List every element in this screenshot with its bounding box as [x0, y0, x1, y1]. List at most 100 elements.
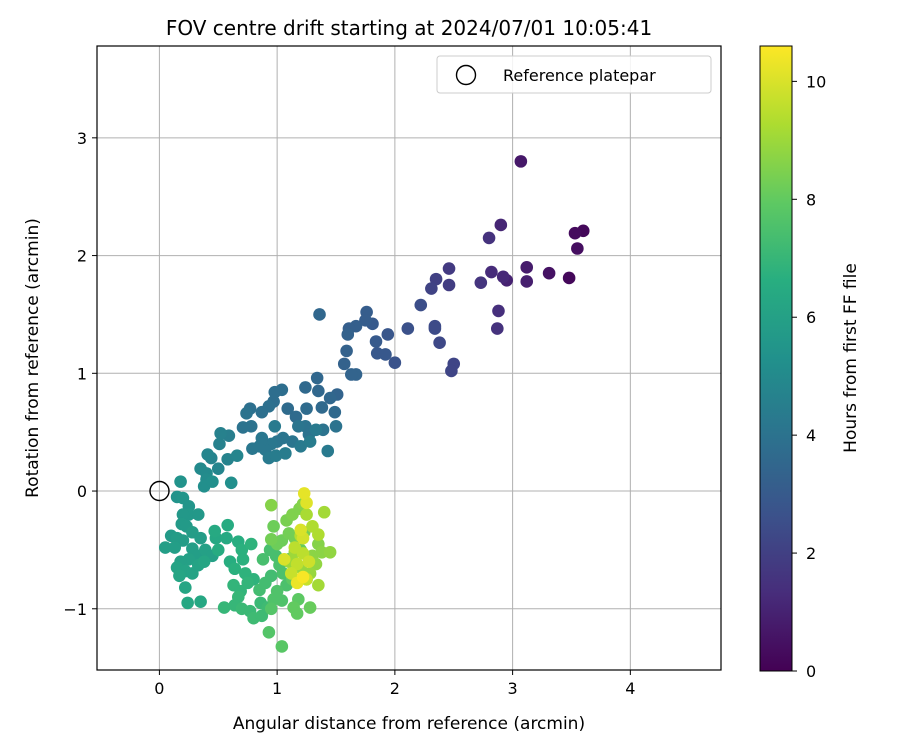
scatter-point — [267, 520, 280, 533]
y-tick-label: 1 — [77, 364, 87, 383]
scatter-point — [221, 518, 234, 532]
colorbar-tick-label: 2 — [806, 544, 816, 563]
scatter-point — [294, 440, 307, 453]
scatter-point — [491, 322, 504, 335]
scatter-point — [341, 328, 355, 341]
scatter-point — [485, 265, 498, 279]
scatter-point — [181, 596, 194, 610]
colorbar-tick-label: 6 — [806, 308, 816, 327]
scatter-point — [191, 508, 205, 521]
x-axis-ticks: 0 1 2 3 4 — [154, 670, 635, 698]
y-tick-label: 0 — [77, 482, 87, 501]
scatter-point — [428, 322, 442, 335]
scatter-point — [292, 419, 305, 433]
scatter-point — [313, 308, 326, 321]
x-tick-label: 4 — [625, 679, 635, 698]
x-tick-label: 2 — [390, 679, 400, 698]
scatter-point — [269, 449, 283, 463]
scatter-point — [275, 640, 289, 653]
scatter-point — [299, 381, 312, 394]
y-axis-label: Rotation from reference (arcmin) — [23, 218, 43, 498]
legend: Reference platepar — [436, 55, 712, 94]
scatter-point — [264, 533, 278, 546]
colorbar-tick-label: 8 — [806, 190, 816, 209]
scatter-point — [369, 335, 383, 348]
plot-frame — [96, 45, 722, 671]
scatter-point — [206, 475, 219, 488]
scatter-point — [173, 569, 186, 583]
scatter-point — [211, 543, 225, 557]
scatter-point — [302, 555, 316, 568]
y-axis-ticks: −1 0 1 2 3 — [63, 129, 97, 619]
scatter-point — [337, 357, 351, 371]
y-tick-label: 2 — [77, 247, 87, 266]
scatter-point — [281, 402, 295, 415]
scatter-point — [174, 475, 187, 488]
scatter-point — [303, 435, 317, 448]
scatter-point — [315, 401, 329, 414]
scatter-point — [264, 569, 278, 583]
legend-label: Reference platepar — [503, 66, 656, 85]
scatter-point — [246, 442, 259, 455]
scatter-point — [300, 496, 313, 510]
colorbar-ticks: 0 2 4 6 8 10 — [792, 72, 826, 681]
y-tick-label: −1 — [63, 600, 87, 619]
scatter-point — [425, 282, 438, 295]
scatter-point — [300, 508, 313, 521]
scatter-point — [562, 271, 576, 285]
scatter-point — [329, 419, 343, 433]
scatter-point — [256, 553, 270, 566]
colorbar: 0 2 4 6 8 10 Hours from first FF file — [759, 45, 861, 681]
scatter-point — [284, 567, 298, 580]
chart-title: FOV centre drift starting at 2024/07/01 … — [166, 16, 652, 40]
scatter-point — [220, 531, 233, 545]
scatter-point — [224, 476, 238, 490]
colorbar-tick-label: 10 — [806, 72, 826, 91]
scatter-point — [345, 368, 358, 381]
scatter-point — [442, 278, 456, 292]
scatter-point — [279, 447, 292, 460]
scatter-point — [482, 231, 496, 245]
scatter-point — [328, 405, 342, 419]
scatter-point — [442, 262, 456, 275]
scatter-point — [474, 276, 488, 289]
scatter-point — [194, 595, 207, 609]
legend-marker — [455, 64, 477, 86]
scatter-point — [255, 431, 269, 445]
scatter-point — [323, 391, 337, 405]
scatter-point — [492, 304, 505, 318]
scatter-point — [228, 562, 242, 576]
scatter-point — [236, 553, 250, 566]
scatter-point — [429, 272, 443, 286]
scatter-point — [520, 261, 534, 274]
scatter-point — [275, 594, 289, 607]
scatter-point — [262, 626, 276, 639]
colorbar-label: Hours from first FF file — [841, 263, 861, 453]
x-axis-label: Angular distance from reference (arcmin) — [233, 714, 585, 734]
scatter-point — [296, 570, 310, 584]
scatter-point — [312, 384, 325, 398]
scatter-point — [197, 555, 211, 568]
colorbar-gradient — [759, 45, 793, 672]
legend-box — [436, 55, 712, 94]
scatter-point — [179, 581, 192, 594]
x-tick-label: 3 — [508, 679, 518, 698]
scatter-point — [496, 270, 510, 284]
scatter-point — [370, 346, 384, 360]
scatter-point — [317, 505, 331, 519]
scatter-point — [217, 601, 231, 614]
scatter-point — [264, 602, 278, 616]
scatter-point — [514, 155, 528, 168]
scatter-point — [235, 543, 249, 557]
scatter-point — [294, 523, 307, 537]
scatter-point — [571, 242, 584, 255]
scatter-point — [414, 298, 428, 312]
scatter-point — [168, 541, 182, 554]
scatter-point — [230, 449, 244, 463]
scatter-point — [542, 266, 556, 280]
scatter-point — [312, 578, 325, 592]
scatter-point — [213, 437, 226, 451]
scatter-point — [494, 218, 508, 232]
scatter-point — [201, 448, 214, 461]
